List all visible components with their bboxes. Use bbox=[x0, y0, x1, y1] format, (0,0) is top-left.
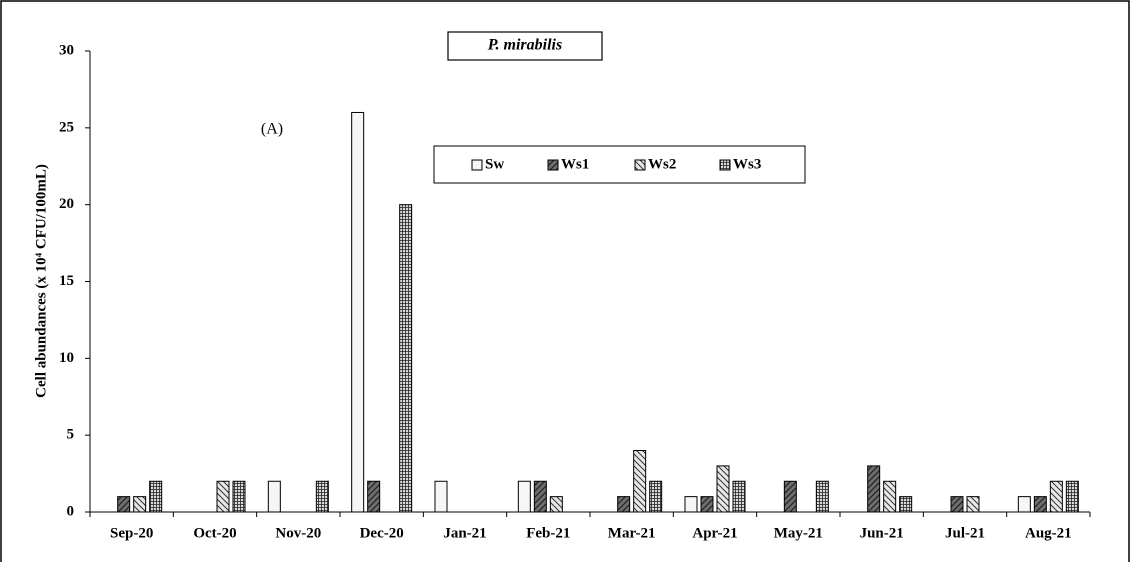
y-tick-label: 30 bbox=[59, 42, 74, 58]
x-tick-label: Oct-20 bbox=[193, 525, 236, 541]
x-tick-label: Jan-21 bbox=[443, 525, 486, 541]
legend-swatch bbox=[634, 159, 646, 171]
x-tick-label: Feb-21 bbox=[526, 525, 570, 541]
bar bbox=[815, 480, 829, 513]
bar bbox=[1017, 496, 1031, 513]
bar bbox=[216, 480, 230, 513]
legend-swatch bbox=[719, 159, 731, 171]
x-tick-label: Aug-21 bbox=[1025, 525, 1072, 541]
bar bbox=[700, 496, 714, 513]
y-tick-label: 10 bbox=[59, 350, 74, 366]
bar bbox=[399, 204, 413, 513]
bar bbox=[883, 480, 897, 513]
legend-label: Ws3 bbox=[733, 156, 761, 172]
bar bbox=[867, 465, 881, 513]
legend-swatch bbox=[547, 159, 559, 171]
bar bbox=[149, 480, 163, 513]
bar bbox=[732, 480, 746, 513]
bar bbox=[716, 465, 730, 513]
legend-label: Ws2 bbox=[648, 156, 676, 172]
bar bbox=[950, 496, 964, 513]
x-tick-label: Jun-21 bbox=[860, 525, 904, 541]
y-axis-label: Cell abundances (x 10⁴ CFU/100mL) bbox=[33, 164, 49, 398]
y-tick-label: 0 bbox=[67, 503, 75, 519]
x-tick-label: May-21 bbox=[774, 525, 823, 541]
bar bbox=[899, 496, 913, 513]
bar bbox=[1049, 480, 1063, 513]
bar bbox=[133, 496, 147, 513]
x-tick-label: Nov-20 bbox=[275, 525, 321, 541]
y-tick-label: 5 bbox=[67, 427, 75, 443]
bar bbox=[783, 480, 797, 513]
bar bbox=[367, 480, 381, 513]
bar bbox=[232, 480, 246, 513]
x-tick-label: Apr-21 bbox=[692, 525, 737, 541]
bar bbox=[684, 496, 698, 513]
bar bbox=[533, 480, 547, 513]
x-tick-label: Mar-21 bbox=[608, 525, 656, 541]
title-box bbox=[447, 31, 603, 61]
legend-label: Sw bbox=[485, 156, 504, 172]
annotation: (A) bbox=[261, 121, 283, 138]
legend-box bbox=[433, 145, 806, 184]
bar bbox=[315, 480, 329, 513]
y-tick-label: 25 bbox=[59, 119, 74, 135]
bar bbox=[517, 480, 531, 513]
chart-title: P. mirabilis bbox=[487, 37, 562, 54]
bar bbox=[966, 496, 980, 513]
bar bbox=[1033, 496, 1047, 513]
bar bbox=[549, 496, 563, 513]
bar bbox=[633, 450, 647, 513]
x-tick-label: Sep-20 bbox=[110, 525, 153, 541]
legend-swatch bbox=[471, 159, 483, 171]
x-tick-label: Jul-21 bbox=[945, 525, 985, 541]
bar bbox=[1065, 480, 1079, 513]
bar bbox=[351, 111, 365, 513]
x-tick-label: Dec-20 bbox=[360, 525, 404, 541]
bar bbox=[434, 480, 448, 513]
bar bbox=[649, 480, 663, 513]
y-tick-label: 15 bbox=[59, 273, 74, 289]
y-tick-label: 20 bbox=[59, 196, 74, 212]
bar bbox=[267, 480, 281, 513]
legend-label: Ws1 bbox=[561, 156, 589, 172]
bar bbox=[617, 496, 631, 513]
bar bbox=[117, 496, 131, 513]
